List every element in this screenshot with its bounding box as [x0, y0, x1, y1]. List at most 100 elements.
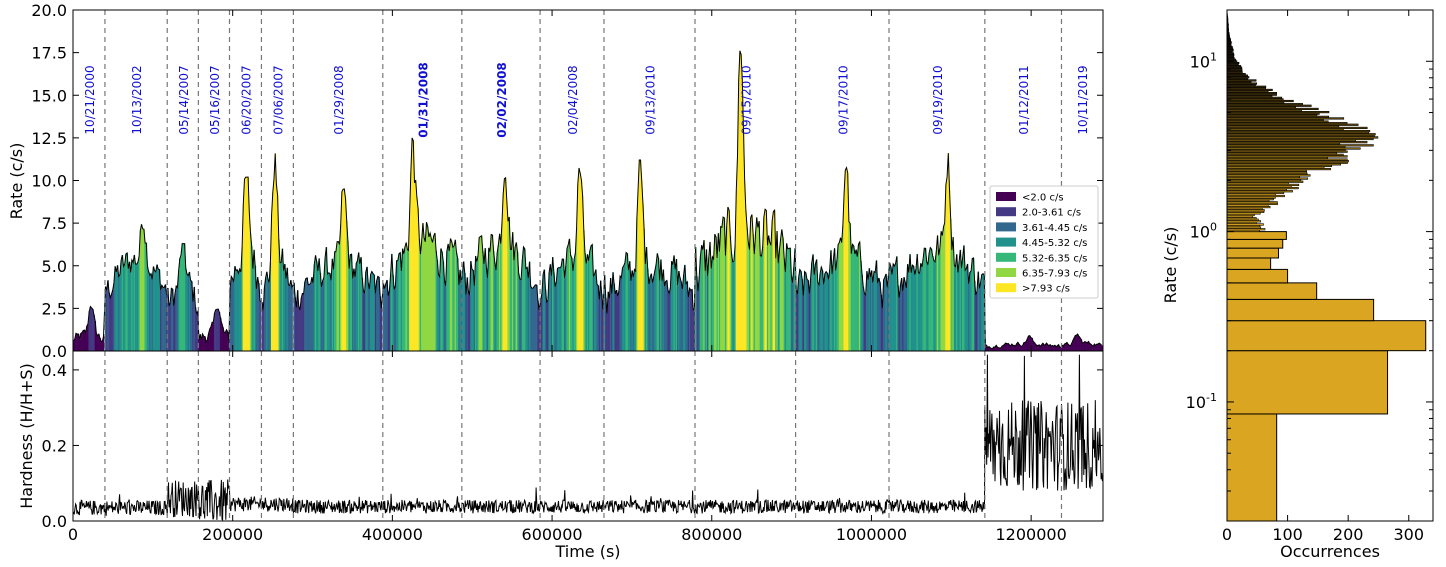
rate-bar — [649, 277, 651, 351]
rate-bar — [1008, 344, 1011, 351]
rate-bar — [279, 262, 281, 351]
histogram-ytick-exponent: 1 — [1210, 50, 1217, 63]
rate-bar — [660, 259, 662, 351]
rate-bar — [574, 252, 577, 351]
rate-bar — [611, 293, 613, 351]
rate-bar — [786, 243, 788, 351]
rate-bar — [440, 248, 442, 351]
legend-label: 2.0-3.61 c/s — [1022, 208, 1081, 219]
rate-bar — [584, 253, 586, 351]
rate-bar — [986, 345, 988, 351]
rate-bar — [1036, 345, 1038, 351]
rate-bar — [175, 286, 178, 351]
rate-bar — [850, 253, 853, 351]
rate-ytick-label: 15.0 — [31, 86, 67, 105]
rate-bar — [829, 269, 831, 351]
rate-ytick-label: 20.0 — [31, 1, 67, 20]
rate-bar — [127, 268, 130, 351]
rate-bar — [717, 233, 720, 351]
rate-bar — [94, 321, 97, 351]
rate-bar — [1062, 346, 1065, 351]
rate-bar — [484, 248, 487, 351]
rate-bar — [1000, 347, 1002, 351]
rate-bar — [457, 258, 459, 351]
rate-bar — [152, 266, 155, 351]
rate-bar — [435, 250, 437, 351]
rate-bar — [927, 264, 929, 351]
hardness-ytick-label: 0.4 — [42, 361, 67, 380]
rate-bar — [1033, 342, 1036, 351]
rate-bar — [990, 348, 993, 351]
rate-bar — [273, 178, 275, 351]
rate-bar — [430, 238, 433, 351]
histogram-ytick-base: 10 — [1190, 223, 1210, 242]
rate-bar — [296, 290, 299, 351]
rate-bar — [872, 282, 874, 351]
rate-bar — [742, 130, 745, 351]
rate-bar — [833, 248, 836, 351]
rate-bar — [533, 286, 536, 351]
rate-bar — [656, 253, 659, 351]
rate-bar — [945, 184, 947, 351]
rate-bar — [355, 263, 358, 351]
rate-bar — [830, 250, 832, 351]
rate-bar — [275, 184, 278, 351]
rate-bar — [1099, 343, 1102, 351]
rate-bar — [1081, 343, 1084, 351]
rate-bar — [1009, 346, 1012, 351]
rate-bar — [401, 248, 404, 351]
rate-bar — [360, 257, 362, 351]
hardness-axes: 0.0 0.2 0.4 0 200000 400000 600000 800000 100000… — [42, 351, 1103, 544]
rate-bar — [1092, 346, 1095, 351]
rate-bar — [562, 259, 565, 351]
rate-bar — [655, 264, 657, 351]
rate-bar — [837, 244, 840, 351]
rate-bar — [845, 167, 848, 351]
rate-bar — [501, 222, 503, 351]
rate-bar — [1029, 335, 1031, 351]
rate-bar — [464, 272, 466, 351]
hardness-xtick-label: 200000 — [202, 525, 263, 544]
rate-bar — [356, 260, 359, 351]
rate-bar — [274, 153, 277, 351]
rate-bar — [582, 195, 584, 351]
histogram-bar — [1226, 268, 1289, 284]
rate-bar — [287, 284, 290, 351]
rate-bar — [583, 230, 585, 351]
rate-bar — [346, 220, 348, 351]
rate-bar — [883, 279, 885, 351]
rate-bar — [849, 223, 851, 351]
rate-bar — [249, 232, 252, 351]
rate-bar — [923, 248, 926, 351]
rate-bar — [712, 258, 715, 351]
rate-bar — [427, 226, 429, 351]
rate-bar — [1049, 344, 1052, 351]
rate-bar — [637, 188, 640, 351]
rate-bar — [645, 247, 648, 351]
rate-bar — [995, 345, 998, 351]
rate-bar — [485, 268, 488, 351]
rate-bar — [459, 269, 461, 351]
rate-bar — [751, 214, 753, 351]
rate-bar — [946, 176, 949, 351]
rate-bar — [835, 270, 837, 351]
rate-bar — [776, 230, 778, 351]
rate-bar — [515, 242, 518, 351]
rate-bar — [531, 288, 533, 351]
rate-bar — [904, 282, 907, 351]
rate-bar — [668, 293, 671, 351]
rate-bar — [494, 262, 496, 351]
rate-bar — [336, 241, 338, 351]
rate-bar — [905, 288, 908, 351]
rate-bar — [585, 263, 588, 351]
rate-bar — [187, 275, 190, 351]
rate-bar — [978, 288, 981, 351]
rate-bar — [338, 244, 341, 351]
rate-bar — [630, 280, 632, 351]
rate-bar — [530, 286, 532, 351]
rate-bar — [163, 287, 166, 351]
rate-bar — [1071, 343, 1073, 351]
rate-bar — [259, 300, 261, 351]
rate-bar — [318, 258, 321, 351]
rate-bar — [821, 270, 824, 351]
